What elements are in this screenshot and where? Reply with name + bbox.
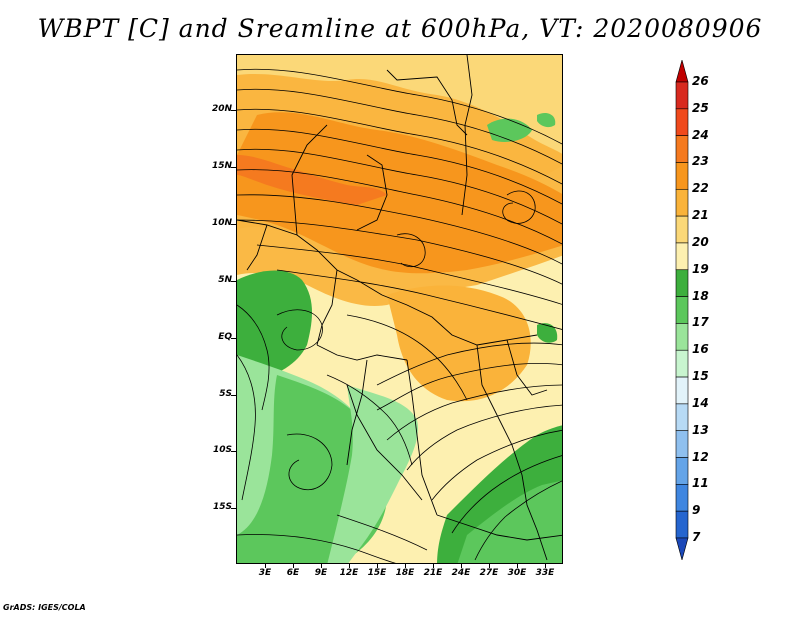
zone-21c-east xyxy=(387,285,531,402)
zone-17c-patch-ne xyxy=(537,113,556,128)
colorbar-label: 16 xyxy=(692,342,709,357)
colorbar-swatch xyxy=(675,215,689,244)
lon-label-6e: 6E xyxy=(286,568,300,578)
colorbar-label: 11 xyxy=(692,476,709,491)
lon-tick xyxy=(489,563,490,568)
colorbar-swatch xyxy=(675,296,689,324)
lat-label-5s: 5S xyxy=(219,389,232,399)
zone-16c-central xyxy=(327,385,418,563)
lon-label-27e: 27E xyxy=(479,568,499,578)
lon-label-3e: 3E xyxy=(258,568,272,578)
lon-tick xyxy=(349,563,350,568)
lon-tick xyxy=(405,563,406,568)
lat-tick xyxy=(231,167,236,168)
colorbar-label: 17 xyxy=(692,315,709,330)
lat-label-eq: EQ xyxy=(218,332,232,342)
colorbar-swatch xyxy=(675,188,689,217)
lon-tick xyxy=(321,563,322,568)
colorbar-label: 9 xyxy=(692,503,701,518)
colorbar-swatch xyxy=(675,403,689,432)
colorbar-swatch xyxy=(675,484,689,512)
lon-tick xyxy=(293,563,294,568)
chart-title: WBPT [C] and Sreamline at 600hPa, VT: 20… xyxy=(37,14,763,43)
lon-tick xyxy=(461,563,462,568)
lon-label-30e: 30E xyxy=(507,568,527,578)
zone-17c-southeast xyxy=(457,480,562,563)
colorbar-label: 15 xyxy=(692,369,709,384)
colorbar-label: 20 xyxy=(692,234,709,249)
colorbar-swatch xyxy=(675,108,689,136)
colorbar-swatch xyxy=(675,81,689,110)
colorbar-label: 14 xyxy=(692,395,709,410)
lat-tick xyxy=(231,224,236,225)
colorbar-min-triangle xyxy=(675,537,689,560)
lat-label-15s: 15S xyxy=(212,502,232,512)
colorbar-label: 13 xyxy=(692,422,709,437)
lon-label-21e: 21E xyxy=(423,568,443,578)
lon-label-24e: 24E xyxy=(451,568,471,578)
country-borders xyxy=(237,55,562,561)
colorbar-swatch xyxy=(675,242,689,271)
lon-tick xyxy=(377,563,378,568)
zone-23c xyxy=(237,155,387,205)
lon-label-18e: 18E xyxy=(395,568,415,578)
zone-18c-west xyxy=(237,270,312,381)
lat-tick xyxy=(231,508,236,509)
colorbar-swatch xyxy=(675,510,689,539)
lon-tick xyxy=(545,563,546,568)
colorbar-swatch xyxy=(675,376,689,405)
lat-tick xyxy=(231,281,236,282)
lat-label-10n: 10N xyxy=(211,218,232,228)
lat-label-15n: 15N xyxy=(211,161,232,171)
colorbar-label: 24 xyxy=(692,127,709,142)
lat-tick xyxy=(231,451,236,452)
lon-label-12e: 12E xyxy=(339,568,359,578)
colorbar-max-triangle xyxy=(675,60,689,83)
footer-credit: GrADS: IGES/COLA xyxy=(3,603,86,612)
lat-tick xyxy=(231,395,236,396)
colorbar-label: 26 xyxy=(692,74,709,88)
colorbar-label: 7 xyxy=(692,530,701,544)
colorbar-label: 23 xyxy=(692,154,709,169)
colorbar-swatch xyxy=(675,135,689,163)
colorbar-label: 22 xyxy=(692,181,709,196)
lon-tick xyxy=(433,563,434,568)
lon-label-15e: 15E xyxy=(367,568,387,578)
colorbar-label: 18 xyxy=(692,288,709,303)
wbpt-map xyxy=(237,55,562,563)
colorbar-swatch xyxy=(675,269,689,297)
zone-18c-lake xyxy=(537,323,558,343)
colorbar-label: 19 xyxy=(692,261,709,276)
colorbar xyxy=(675,60,689,560)
lat-tick xyxy=(231,338,236,339)
colorbar-label: 25 xyxy=(692,100,709,115)
lon-tick xyxy=(517,563,518,568)
colorbar-swatch xyxy=(675,162,689,190)
colorbar-swatch xyxy=(675,349,689,378)
lon-label-9e: 9E xyxy=(314,568,328,578)
lat-label-5n: 5N xyxy=(218,275,232,285)
lon-tick xyxy=(265,563,266,568)
colorbar-label: 21 xyxy=(692,208,709,223)
streamlines xyxy=(237,68,562,563)
lat-label-10s: 10S xyxy=(212,445,232,455)
lon-label-33e: 33E xyxy=(535,568,555,578)
map-panel xyxy=(236,54,563,564)
colorbar-label: 12 xyxy=(692,449,709,464)
colorbar-swatch xyxy=(675,430,689,458)
colorbar-swatch xyxy=(675,457,689,485)
lat-label-20n: 20N xyxy=(211,104,232,114)
lat-tick xyxy=(231,110,236,111)
colorbar-swatch xyxy=(675,323,689,351)
